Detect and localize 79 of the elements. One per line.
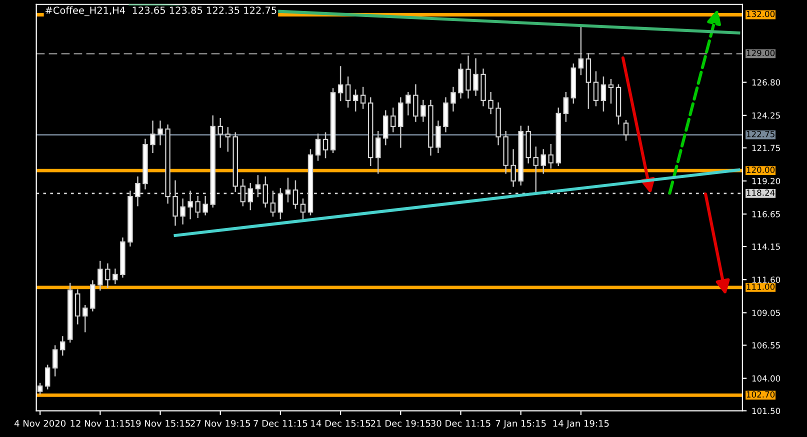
y-tick-label: 101.50 xyxy=(752,408,780,414)
candlestick xyxy=(90,280,96,312)
candlestick xyxy=(44,364,50,390)
y-tick-label: 104.00 xyxy=(752,375,780,382)
y-tick-label: 124.25 xyxy=(752,112,780,119)
candlestick xyxy=(360,86,366,109)
candlestick xyxy=(586,53,592,109)
x-tick-label: 12 Nov 11:15 xyxy=(70,420,130,427)
candlestick xyxy=(52,345,58,376)
candlestick xyxy=(443,97,448,132)
candlestick xyxy=(413,84,418,122)
candlestick xyxy=(75,289,80,324)
x-tick-label: 19 Nov 15:15 xyxy=(130,420,190,427)
x-tick-label: 14 Jan 19:15 xyxy=(553,420,609,428)
y-tick-label: 121.75 xyxy=(752,144,780,152)
candlestick xyxy=(398,97,404,148)
candlestick xyxy=(473,58,478,96)
candlestick xyxy=(375,130,381,174)
y-tick-label: 126.80 xyxy=(752,79,780,86)
candlestick xyxy=(292,180,298,209)
candlestick xyxy=(218,118,223,148)
ref-line-label: 102.70 xyxy=(746,391,775,398)
candlestick xyxy=(563,92,569,122)
ref-line-label: 118.24 xyxy=(746,190,775,196)
x-tick-label: 21 Dec 19:15 xyxy=(370,420,430,427)
candlestick xyxy=(488,92,494,114)
candlestick xyxy=(338,66,344,102)
y-tick-label: 116.65 xyxy=(752,211,780,218)
candlestick xyxy=(225,127,230,152)
candlestick xyxy=(60,336,66,356)
candlestick xyxy=(548,144,554,169)
candlestick xyxy=(180,198,186,224)
candlestick xyxy=(406,92,411,116)
candlestick xyxy=(510,149,516,187)
candlestick xyxy=(436,120,441,154)
y-tick-label: 114.15 xyxy=(752,244,780,250)
ref-line-label: 111.00 xyxy=(746,284,775,290)
candlestick xyxy=(158,120,163,146)
candlestick xyxy=(98,260,103,291)
x-tick-label: 7 Jan 15:15 xyxy=(496,420,546,428)
candlestick xyxy=(150,120,156,154)
candlestick xyxy=(195,196,200,218)
ref-line-label: 132.00 xyxy=(746,10,775,18)
x-tick-label: 30 Dec 11:15 xyxy=(431,420,490,427)
candlestick xyxy=(105,263,110,288)
candlestick xyxy=(608,79,614,104)
candlestick xyxy=(450,86,456,112)
chart-title: #Coffee_H21,H4 123.65 123.85 122.35 122.75 xyxy=(46,6,276,16)
candlestick xyxy=(623,120,629,141)
ref-line-label: 122.75 xyxy=(746,130,774,138)
x-tick-label: 27 Nov 19:15 xyxy=(190,420,250,427)
candlestick xyxy=(578,26,584,76)
candlestick xyxy=(540,149,546,174)
candlestick xyxy=(383,110,388,146)
ref-line-label: 120.00 xyxy=(746,166,775,173)
candlestick xyxy=(352,89,358,112)
y-tick-label: 109.05 xyxy=(752,310,780,316)
candlestick xyxy=(322,132,328,158)
ref-line-label: 129.00 xyxy=(746,50,775,56)
candlestick xyxy=(82,304,88,332)
candlestick xyxy=(458,63,464,98)
candlestick xyxy=(285,178,291,202)
candlestick xyxy=(112,268,118,284)
y-tick-label: 106.55 xyxy=(752,342,780,348)
candlestick xyxy=(600,76,606,112)
candlestick xyxy=(345,76,351,108)
candlestick xyxy=(420,100,426,122)
candlestick xyxy=(315,134,321,161)
candlestick xyxy=(202,196,208,216)
y-tick-label: 111.60 xyxy=(752,276,780,283)
x-tick-label: 7 Dec 11:15 xyxy=(254,420,308,427)
candlestick xyxy=(466,56,471,98)
candlestick xyxy=(593,71,599,106)
y-tick-label: 119.20 xyxy=(752,178,780,184)
x-tick-label: 4 Nov 2020 xyxy=(14,420,66,427)
candlestick xyxy=(390,108,396,132)
candlestick xyxy=(300,198,306,221)
candlestick xyxy=(533,146,538,195)
x-tick-label: 14 Dec 15:15 xyxy=(311,420,370,427)
